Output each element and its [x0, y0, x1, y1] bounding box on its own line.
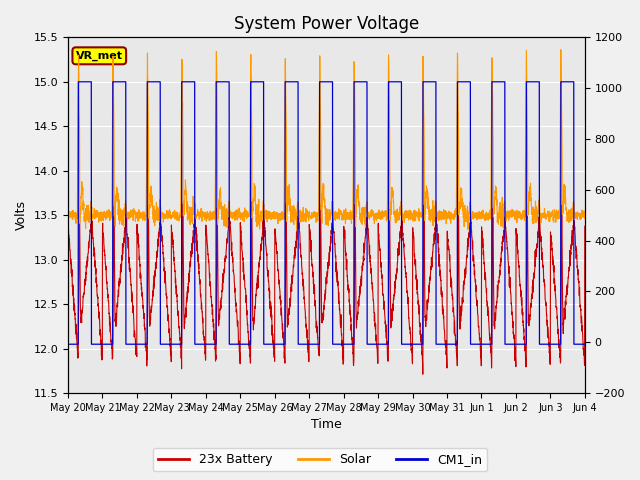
Y-axis label: Volts: Volts [15, 200, 28, 230]
Legend: 23x Battery, Solar, CM1_in: 23x Battery, Solar, CM1_in [153, 448, 487, 471]
X-axis label: Time: Time [311, 419, 342, 432]
Title: System Power Voltage: System Power Voltage [234, 15, 419, 33]
Text: VR_met: VR_met [76, 51, 123, 61]
